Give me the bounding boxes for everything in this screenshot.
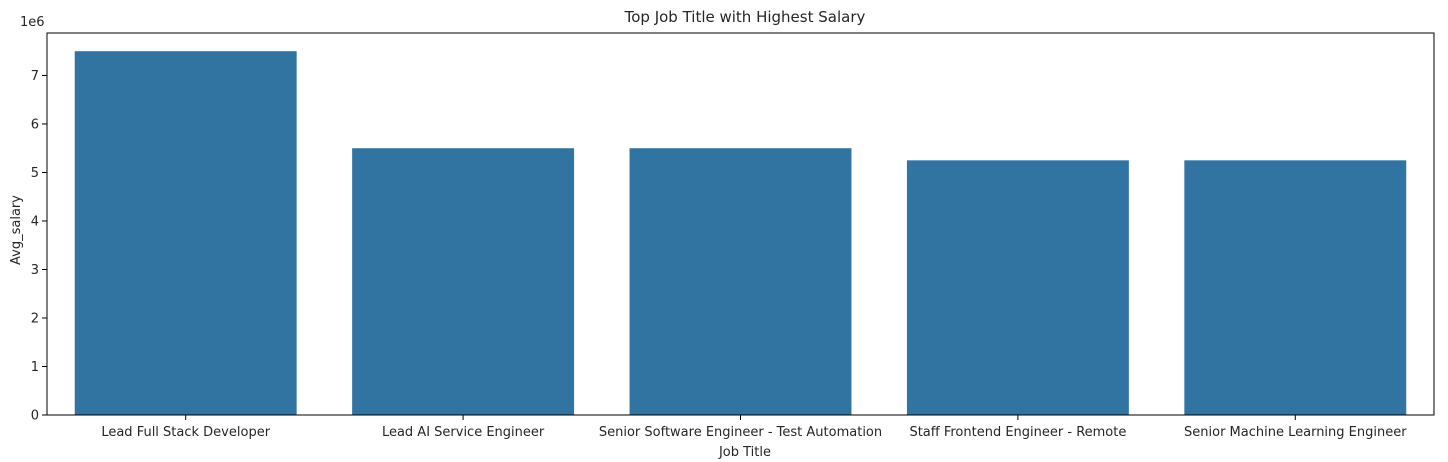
y-tick-label-5: 5 bbox=[31, 166, 39, 181]
y-tick-label-1: 1 bbox=[31, 360, 39, 375]
y-tick-label-2: 2 bbox=[31, 311, 39, 326]
y-tick-label-3: 3 bbox=[31, 263, 39, 278]
bar-0 bbox=[74, 51, 297, 415]
x-tick-label-3: Staff Frontend Engineer - Remote bbox=[909, 425, 1126, 440]
x-tick-label-4: Senior Machine Learning Engineer bbox=[1184, 425, 1407, 440]
y-axis-label: Avg_salary bbox=[9, 195, 24, 265]
x-tick-label-1: Lead AI Service Engineer bbox=[382, 425, 545, 440]
x-tick-label-0: Lead Full Stack Developer bbox=[101, 425, 270, 440]
y-tick-label-6: 6 bbox=[31, 117, 39, 132]
plot-area: 0 1 2 3 4 5 6 7 Lead Full Stack Developer Lead AI… bbox=[31, 32, 1435, 440]
y-tick-label-7: 7 bbox=[31, 69, 39, 84]
bar-2 bbox=[629, 148, 852, 415]
bar-3 bbox=[906, 160, 1129, 415]
y-tick-label-0: 0 bbox=[31, 409, 39, 424]
bar-4 bbox=[1184, 160, 1407, 415]
y-axis-offset-label: 1e6 bbox=[20, 15, 45, 30]
bar-1 bbox=[352, 148, 575, 415]
x-axis-label: Job Title bbox=[718, 445, 771, 460]
x-tick-label-2: Senior Software Engineer - Test Automati… bbox=[599, 425, 882, 440]
y-tick-label-4: 4 bbox=[31, 214, 39, 229]
chart-title: Top Job Title with Highest Salary bbox=[624, 8, 866, 26]
